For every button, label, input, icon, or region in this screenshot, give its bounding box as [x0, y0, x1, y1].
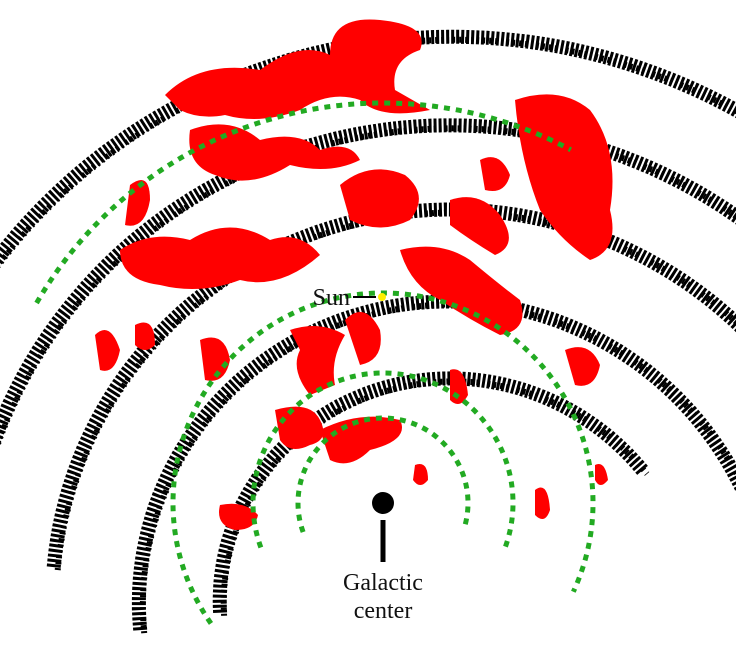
hydrogen-clouds: [95, 19, 613, 530]
center-label: Galactic: [343, 570, 423, 596]
cloud: [165, 19, 430, 119]
spiral-arm: [220, 378, 650, 616]
cloud: [340, 169, 419, 228]
cloud: [120, 227, 320, 289]
cloud: [290, 326, 345, 395]
cloud: [200, 337, 230, 381]
orbit-ring: [250, 370, 516, 549]
cloud: [535, 487, 550, 519]
cloud: [320, 416, 402, 464]
cloud: [515, 94, 613, 260]
spiral-arm: [139, 301, 736, 634]
cloud: [345, 312, 381, 365]
galactic-center: [372, 492, 394, 514]
orbit-ring: [295, 415, 471, 533]
center-label: center: [354, 598, 413, 624]
cloud: [565, 347, 600, 386]
cloud: [275, 406, 324, 449]
cloud: [219, 503, 258, 530]
spiral-arm: [0, 125, 736, 447]
cloud: [480, 157, 510, 191]
cloud: [125, 180, 150, 226]
spiral-arm: [212, 371, 649, 614]
orbit-rings: [34, 100, 596, 625]
cloud: [400, 246, 523, 335]
spiral-arm: [131, 294, 736, 631]
cloud: [135, 322, 155, 350]
spiral-arm: [46, 202, 736, 568]
cloud: [189, 124, 360, 181]
cloud: [595, 464, 608, 485]
cloud: [413, 464, 428, 485]
cloud: [450, 197, 509, 255]
sun-label: Sun: [313, 285, 350, 311]
cloud: [95, 330, 120, 371]
sun-dot: [378, 293, 386, 301]
